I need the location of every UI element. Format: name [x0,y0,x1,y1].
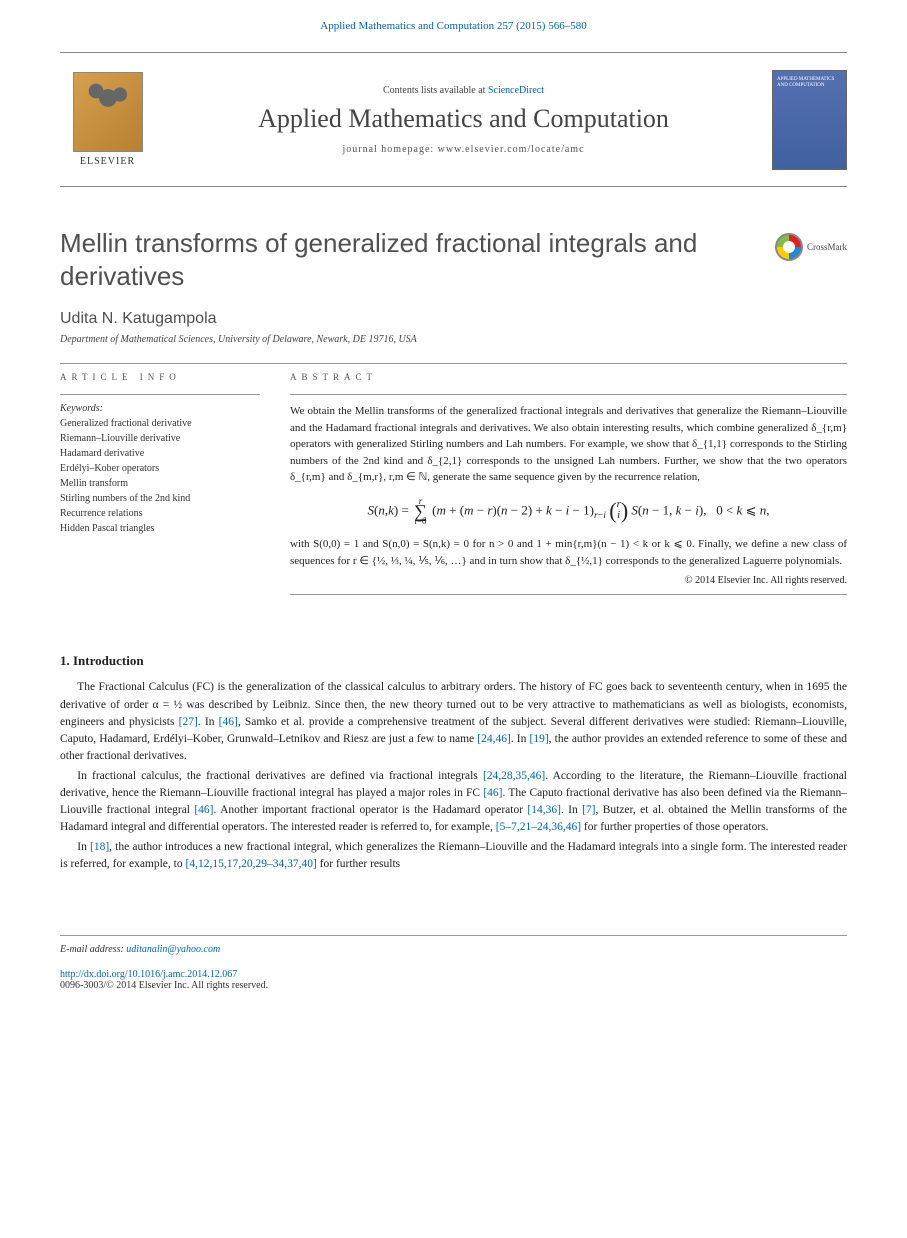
doi-block: http://dx.doi.org/10.1016/j.amc.2014.12.… [60,969,847,991]
author-affiliation: Department of Mathematical Sciences, Uni… [60,334,847,345]
citation-link[interactable]: [27] [179,716,198,728]
abstract-p1: We obtain the Mellin transforms of the g… [290,403,847,486]
keyword-item: Stirling numbers of the 2nd kind [60,491,260,506]
crossmark-badge[interactable]: CrossMark [775,233,847,261]
divider [290,594,847,595]
citation-link[interactable]: [46] [194,804,213,816]
citation-link[interactable]: [18] [90,841,109,853]
citation-link[interactable]: [24,46] [477,733,511,745]
introduction-section: 1. Introduction The Fractional Calculus … [60,653,847,873]
keyword-item: Generalized fractional derivative [60,416,260,431]
publisher-logo[interactable]: ELSEVIER [60,53,155,186]
intro-p1: The Fractional Calculus (FC) is the gene… [60,679,847,765]
issn-copyright: 0096-3003/© 2014 Elsevier Inc. All right… [60,980,268,991]
divider [60,394,260,395]
journal-homepage[interactable]: journal homepage: www.elsevier.com/locat… [342,144,584,155]
journal-masthead: ELSEVIER Contents lists available at Sci… [60,52,847,187]
article-info-col: ARTICLE INFO Keywords: Generalized fract… [60,372,260,603]
article-info-label: ARTICLE INFO [60,372,260,382]
section-heading: 1. Introduction [60,653,847,669]
abstract-equation: S(n,k) = r ∑ i=0 (m + (m − r)(n − 2) + k… [290,496,847,527]
keyword-item: Recurrence relations [60,506,260,521]
abstract-p2: with S(0,0) = 1 and S(n,0) = S(n,k) = 0 … [290,536,847,569]
corresponding-email: E-mail address: uditanalin@yahoo.com [60,944,847,955]
article-content: Mellin transforms of generalized fractio… [0,187,907,895]
citation-link[interactable]: [7] [582,804,595,816]
abstract-col: ABSTRACT We obtain the Mellin transforms… [290,372,847,603]
citation-link[interactable]: [19] [530,733,549,745]
keywords-heading: Keywords: [60,403,260,414]
abstract-copyright: © 2014 Elsevier Inc. All rights reserved… [290,575,847,586]
page-footer: E-mail address: uditanalin@yahoo.com htt… [60,935,847,991]
citation-text[interactable]: Applied Mathematics and Computation 257 … [320,20,586,32]
citation-link[interactable]: [14,36] [527,804,561,816]
citation-link[interactable]: [46] [219,716,238,728]
title-row: Mellin transforms of generalized fractio… [60,227,847,292]
citation-link[interactable]: [4,12,15,17,20,29–34,37,40] [185,858,316,870]
citation-link[interactable]: [5–7,21–24,36,46] [496,821,581,833]
abstract-label: ABSTRACT [290,372,847,382]
keyword-item: Riemann–Liouville derivative [60,431,260,446]
crossmark-label: CrossMark [807,242,847,252]
crossmark-icon [775,233,803,261]
info-abstract-row: ARTICLE INFO Keywords: Generalized fract… [60,372,847,603]
keywords-list: Generalized fractional derivativeRiemann… [60,416,260,536]
publisher-name: ELSEVIER [80,156,135,167]
sciencedirect-link[interactable]: ScienceDirect [488,85,544,96]
intro-p2: In fractional calculus, the fractional d… [60,768,847,837]
keyword-item: Hadamard derivative [60,446,260,461]
author-name: Udita N. Katugampola [60,310,847,328]
article-title: Mellin transforms of generalized fractio… [60,227,775,292]
elsevier-tree-icon [73,72,143,152]
keyword-item: Erdélyi–Kober operators [60,461,260,476]
email-link[interactable]: uditanalin@yahoo.com [126,944,220,955]
keyword-item: Mellin transform [60,476,260,491]
journal-cover-thumb[interactable]: APPLIED MATHEMATICS AND COMPUTATION [772,70,847,170]
running-header: Applied Mathematics and Computation 257 … [0,0,907,42]
intro-p3: In [18], the author introduces a new fra… [60,839,847,874]
keyword-item: Hidden Pascal triangles [60,521,260,536]
journal-name: Applied Mathematics and Computation [258,104,669,134]
citation-link[interactable]: [46] [483,787,502,799]
masthead-center: Contents lists available at ScienceDirec… [155,53,772,186]
citation-link[interactable]: [24,28,35,46] [483,770,545,782]
divider [290,394,847,395]
doi-link[interactable]: http://dx.doi.org/10.1016/j.amc.2014.12.… [60,969,237,980]
contents-available-line: Contents lists available at ScienceDirec… [383,85,544,96]
divider [60,363,847,364]
